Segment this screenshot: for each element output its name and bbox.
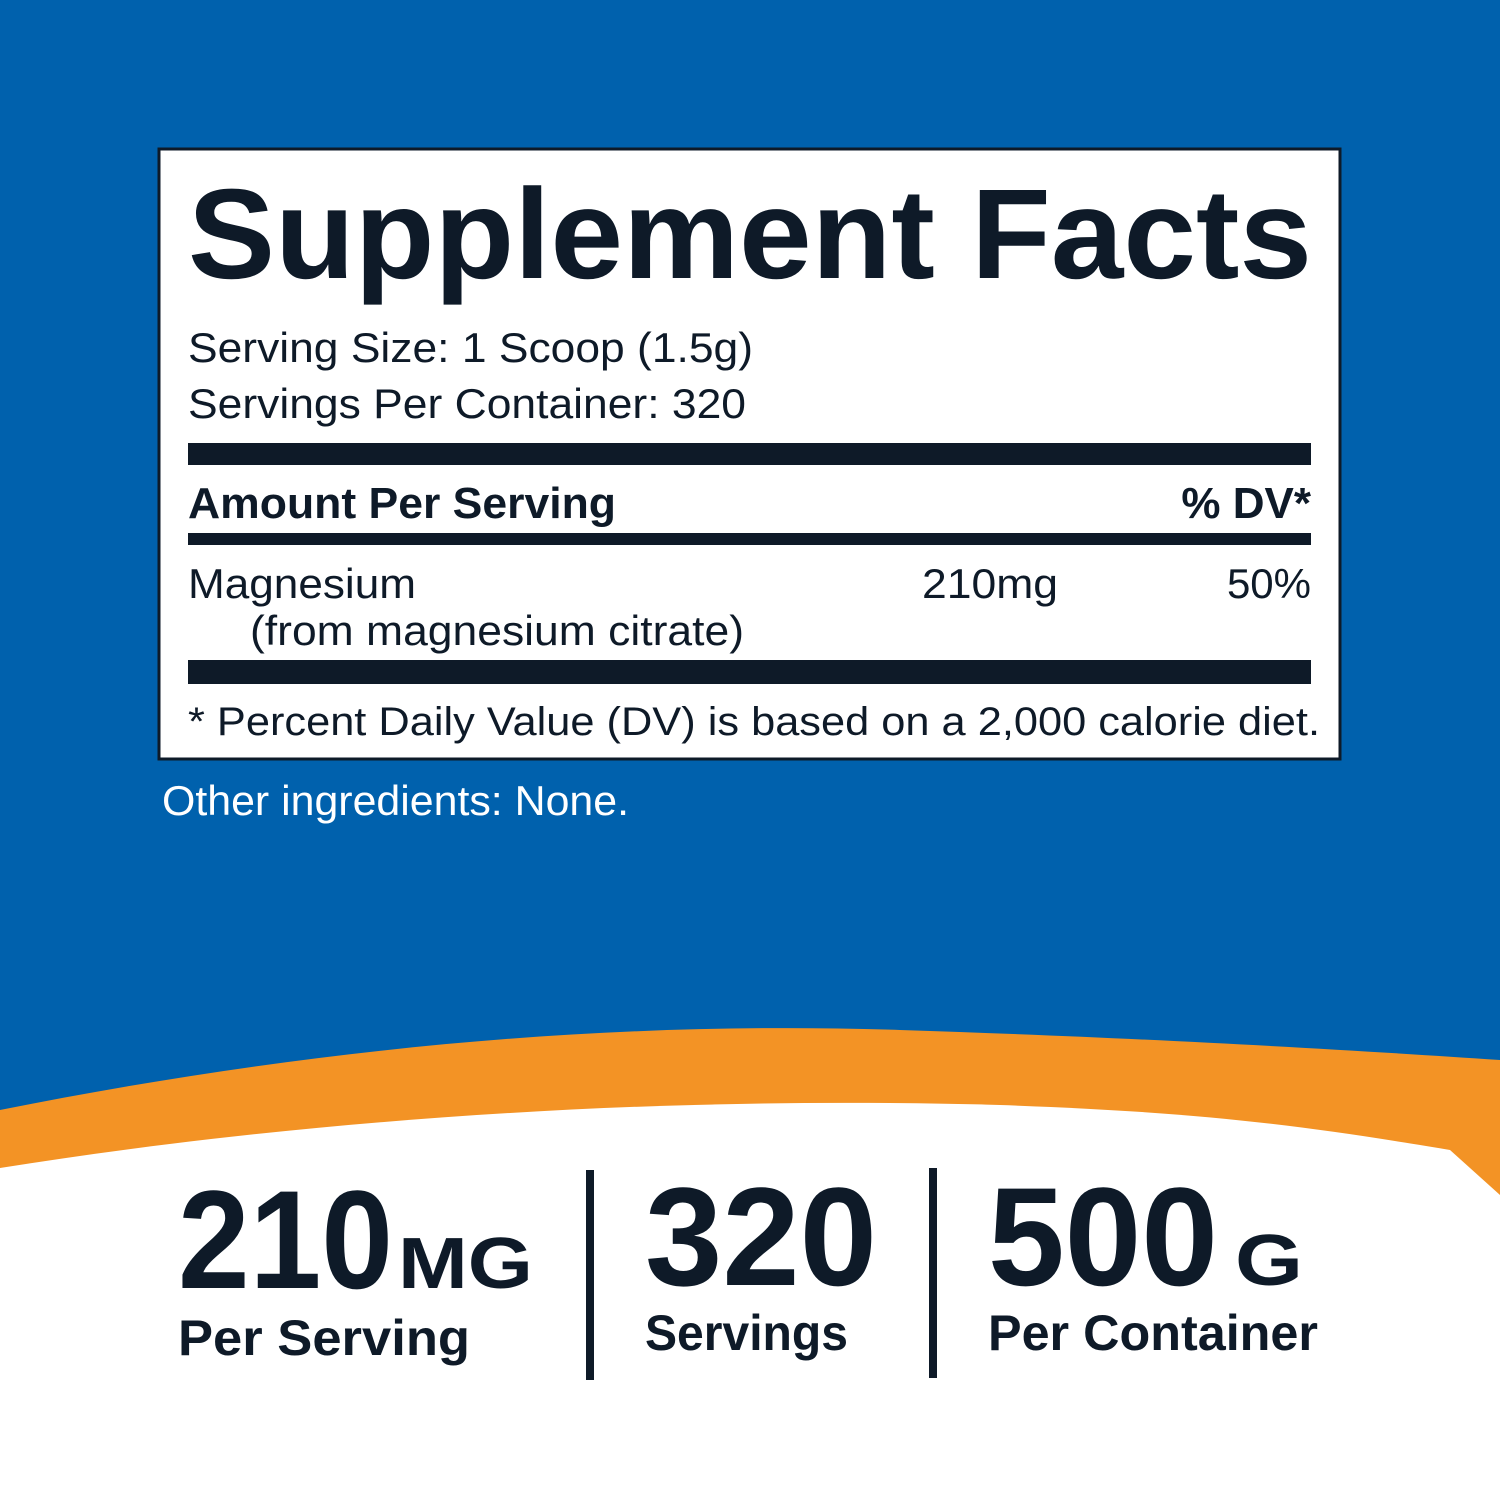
stat-caption: Servings [645,1305,848,1361]
divider [586,1170,594,1380]
nutrient-dv: 50% [1227,560,1311,607]
rule [188,533,1311,545]
nutrient-name: Magnesium [188,560,416,607]
rule [188,660,1311,684]
rule [188,443,1311,465]
stat-unit: MG [398,1224,533,1304]
divider [929,1168,937,1378]
other-ingredients: Other ingredients: None. [162,777,629,824]
stat-caption: Per Serving [178,1310,470,1366]
stat-caption: Per Container [988,1305,1318,1361]
nutrient-amount: 210mg [922,560,1058,607]
stat-number: 210 [178,1161,393,1318]
amount-header: Amount Per Serving [188,479,616,528]
white-area [0,1102,1500,1500]
facts-title: Supplement Facts [188,163,1312,306]
stat-number: 500 [988,1158,1218,1315]
footnote: * Percent Daily Value (DV) is based on a… [188,700,1320,744]
stat-number: 320 [645,1158,877,1315]
servings-per-container: Servings Per Container: 320 [188,380,746,427]
stat-unit: G [1235,1221,1303,1301]
dv-header: % DV* [1181,479,1311,528]
serving-size: Serving Size: 1 Scoop (1.5g) [188,324,753,371]
nutrient-source: (from magnesium citrate) [250,607,744,654]
